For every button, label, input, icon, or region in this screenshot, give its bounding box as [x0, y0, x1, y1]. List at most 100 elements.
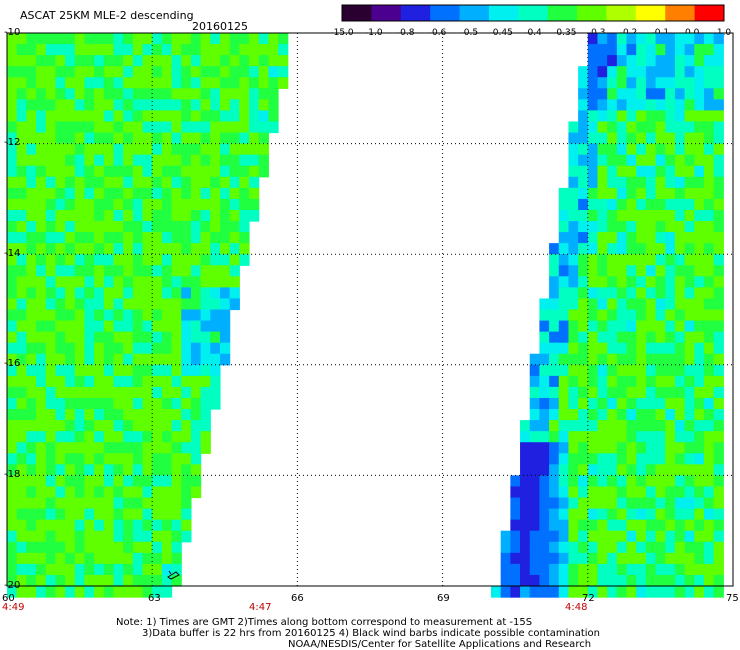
heatmap-cell: [152, 464, 163, 476]
heatmap-cell: [636, 55, 647, 67]
heatmap-cell: [190, 187, 202, 200]
heatmap-cell: [665, 464, 676, 476]
heatmap-cell: [152, 530, 163, 543]
heatmap-cell: [587, 243, 599, 255]
heatmap-cell: [694, 121, 705, 134]
heatmap-cell: [16, 453, 27, 465]
heatmap-cell: [665, 254, 676, 266]
heatmap-cell: [539, 552, 550, 565]
heatmap-cell: [94, 209, 105, 222]
heatmap-cell: [713, 331, 724, 344]
heatmap-cell: [684, 143, 695, 156]
heatmap-cell: [607, 309, 618, 322]
heatmap-cell: [132, 44, 144, 56]
heatmap-cell: [26, 298, 37, 311]
heatmap-cell: [568, 276, 579, 288]
heatmap-cell: [152, 154, 163, 167]
heatmap-cell: [65, 508, 76, 521]
heatmap-cell: [36, 221, 47, 233]
heatmap-cell: [45, 552, 56, 565]
heatmap-cell: [55, 187, 66, 200]
heatmap-cell: [7, 165, 18, 178]
heatmap-cell: [7, 574, 18, 587]
heatmap-cell: [55, 574, 66, 587]
heatmap-cell: [219, 265, 231, 277]
heatmap-cell: [674, 309, 686, 322]
heatmap-cell: [113, 221, 124, 233]
heatmap-cell: [94, 276, 105, 288]
heatmap-cell: [26, 475, 37, 488]
heatmap-cell: [142, 44, 153, 56]
heatmap-cell: [45, 375, 56, 388]
heatmap-cell: [587, 176, 599, 189]
heatmap-cell: [229, 77, 240, 89]
heatmap-cell: [152, 55, 163, 67]
heatmap-cell: [713, 132, 724, 145]
heatmap-cell: [713, 320, 724, 333]
heatmap-cell: [152, 265, 163, 277]
heatmap-cell: [123, 464, 134, 476]
heatmap-cell: [239, 88, 250, 100]
heatmap-cell: [171, 55, 182, 67]
heatmap-cell: [684, 33, 695, 45]
time-label: 4:49: [2, 602, 25, 613]
heatmap-cell: [549, 265, 560, 277]
heatmap-cell: [694, 442, 705, 454]
heatmap-cell: [36, 66, 47, 78]
heatmap-cell: [94, 165, 105, 178]
heatmap-cell: [103, 475, 115, 488]
heatmap-cell: [674, 563, 686, 576]
heatmap-cell: [655, 320, 666, 333]
heatmap-cell: [578, 409, 589, 421]
heatmap-cell: [113, 541, 124, 554]
heatmap-cell: [45, 420, 56, 432]
heatmap-cell: [578, 99, 589, 112]
heatmap-cell: [578, 309, 589, 322]
heatmap-cell: [142, 77, 153, 89]
heatmap-cell: [703, 331, 715, 344]
heatmap-cell: [94, 364, 105, 377]
heatmap-cell: [94, 44, 105, 56]
heatmap-cell: [26, 574, 37, 587]
heatmap-cell: [645, 497, 657, 510]
heatmap-cell: [684, 165, 695, 178]
heatmap-cell: [45, 66, 56, 78]
heatmap-cell: [665, 154, 676, 167]
heatmap-cell: [132, 55, 144, 67]
heatmap-cell: [103, 110, 115, 123]
heatmap-cell: [113, 276, 124, 288]
heatmap-cell: [626, 287, 637, 300]
heatmap-cell: [65, 33, 76, 45]
heatmap-cell: [36, 475, 47, 488]
heatmap-cell: [94, 55, 105, 67]
heatmap-cell: [616, 552, 628, 565]
heatmap-cell: [103, 99, 115, 112]
plot-frame: [6, 32, 734, 587]
colorbar-swatch: [430, 5, 461, 21]
heatmap-cell: [132, 541, 144, 554]
heatmap-cell: [607, 420, 618, 432]
heatmap-cell: [558, 442, 570, 454]
heatmap-cell: [607, 353, 618, 366]
heatmap-cell: [113, 552, 124, 565]
heatmap-cell: [607, 508, 618, 521]
heatmap-cell: [181, 143, 192, 156]
heatmap-cell: [597, 66, 608, 78]
heatmap-cell: [45, 287, 56, 300]
heatmap-cell: [94, 464, 105, 476]
heatmap-cell: [55, 353, 66, 366]
heatmap-cell: [181, 442, 192, 454]
heatmap-cell: [597, 55, 608, 67]
heatmap-cell: [181, 132, 192, 145]
heatmap-cell: [200, 165, 211, 178]
heatmap-cell: [45, 276, 56, 288]
heatmap-cell: [26, 320, 37, 333]
heatmap-cell: [210, 342, 221, 355]
heatmap-cell: [94, 375, 105, 388]
heatmap-cell: [674, 397, 686, 410]
heatmap-cell: [703, 143, 715, 156]
heatmap-cell: [45, 486, 56, 499]
heatmap-cell: [249, 55, 260, 67]
heatmap-cell: [26, 77, 37, 89]
heatmap-cell: [7, 99, 18, 112]
